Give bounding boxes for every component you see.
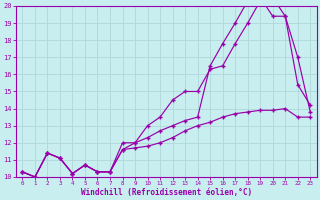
X-axis label: Windchill (Refroidissement éolien,°C): Windchill (Refroidissement éolien,°C)	[81, 188, 252, 197]
